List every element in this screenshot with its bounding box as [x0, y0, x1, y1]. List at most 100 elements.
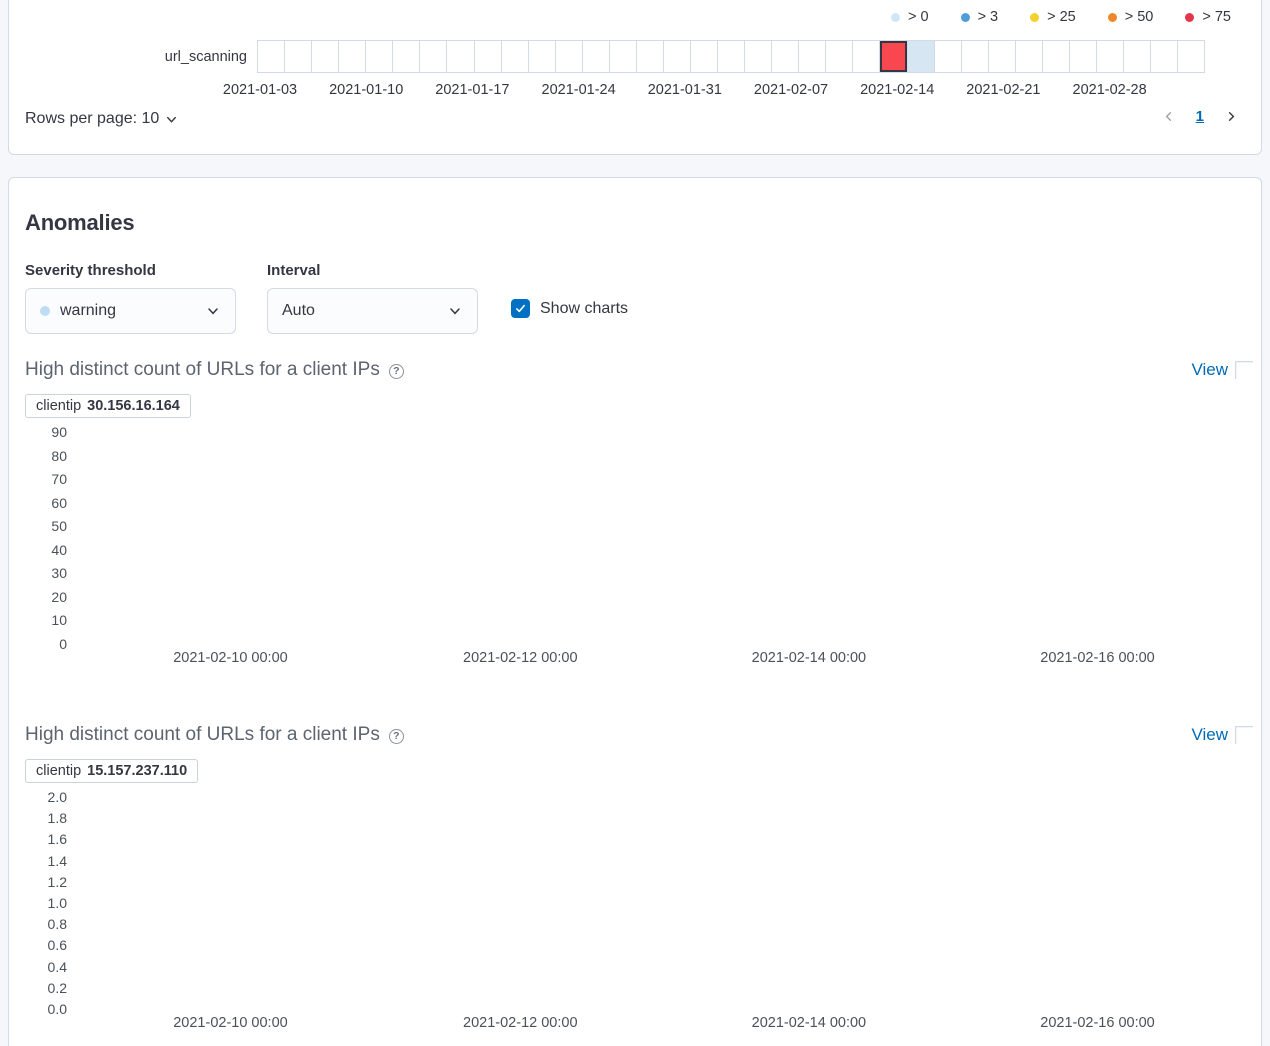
swimlane-cell[interactable]: [393, 41, 421, 72]
swimlane-cell[interactable]: [637, 41, 664, 72]
severity-threshold-select[interactable]: warning: [25, 288, 236, 334]
swimlane-cell[interactable]: [1043, 41, 1070, 72]
line-chart-icon: [1235, 361, 1253, 379]
interval-select[interactable]: Auto: [267, 288, 478, 334]
view-link[interactable]: View: [1191, 360, 1253, 380]
swimlane-cell[interactable]: [989, 41, 1016, 72]
swimlane-cell[interactable]: [962, 41, 989, 72]
swimlane-date-label: 2021-02-07: [753, 82, 829, 98]
swimlane-cell[interactable]: [447, 41, 475, 72]
y-axis-tick-label: 60: [51, 494, 67, 511]
view-link[interactable]: View: [1191, 725, 1253, 745]
y-axis-tick-label: 0.0: [47, 1001, 67, 1017]
x-axis-tick-label: 2021-02-10 00:00: [173, 1015, 288, 1031]
y-axis-tick-label: 10: [51, 612, 67, 629]
entity-badge: clientip 30.156.16.164: [25, 394, 191, 418]
anomalies-title: Anomalies: [25, 210, 135, 235]
x-axis-tick-label: 2021-02-12 00:00: [463, 1015, 578, 1031]
swimlane-cell[interactable]: [610, 41, 637, 72]
anomaly-scatter-plot[interactable]: [75, 432, 1253, 644]
x-axis-tick-label: 2021-02-14 00:00: [751, 650, 867, 666]
swimlane-cell[interactable]: [1178, 41, 1204, 72]
swimlane-cell[interactable]: [907, 41, 935, 72]
y-axis-tick-label: 80: [51, 447, 67, 464]
y-axis: 90 80 70 60 50 40 30 20 10 0: [25, 424, 67, 652]
swimlane-cell[interactable]: [826, 41, 854, 72]
severity-threshold-label: Severity threshold: [25, 262, 156, 279]
swimlane-cell[interactable]: [556, 41, 583, 72]
swimlane-cell[interactable]: [880, 41, 908, 72]
swimlane-cell[interactable]: [745, 41, 773, 72]
swimlane-cell[interactable]: [718, 41, 746, 72]
x-axis-tick-label: 2021-02-14 00:00: [751, 1015, 867, 1031]
help-tooltip-icon[interactable]: ?: [388, 363, 404, 379]
entity-badge: clientip 15.157.237.110: [25, 759, 199, 783]
severity-dot-icon: [891, 12, 900, 22]
swimlane-cell[interactable]: [583, 41, 610, 72]
page-number-button[interactable]: 1: [1195, 108, 1204, 125]
swimlane-cell[interactable]: [1124, 41, 1152, 72]
swimlane-cell[interactable]: [935, 41, 962, 72]
swimlane-cell[interactable]: [529, 41, 556, 72]
legend-item: > 50: [1107, 9, 1154, 25]
swimlane-cell[interactable]: [1070, 41, 1097, 72]
severity-threshold-value: warning: [60, 302, 117, 319]
legend-label: > 25: [1047, 9, 1076, 25]
line-chart-icon: [1235, 726, 1253, 744]
severity-dot-icon: [1030, 12, 1040, 22]
y-axis-tick-label: 50: [51, 518, 67, 535]
chart-title: High distinct count of URLs for a client…: [25, 724, 380, 745]
warning-severity-dot-icon: [40, 306, 50, 316]
swimlane-cell[interactable]: [475, 41, 502, 72]
swimlane-cell[interactable]: [339, 41, 367, 72]
swimlane-date-label: 2021-01-10: [329, 82, 404, 98]
severity-dot-icon: [960, 12, 970, 22]
swimlane-cell[interactable]: [1016, 41, 1043, 72]
interval-value: Auto: [282, 302, 315, 319]
anomaly-chart-block: High distinct count of URLs for a client…: [25, 358, 1253, 670]
show-charts-checkbox-row[interactable]: Show charts: [511, 299, 628, 318]
help-tooltip-icon[interactable]: ?: [388, 728, 404, 744]
swimlane-cell[interactable]: [312, 41, 340, 72]
legend-item: > 0: [891, 9, 929, 25]
anomalies-panel: Anomalies Severity threshold Interval wa…: [8, 177, 1262, 1046]
show-charts-label: Show charts: [540, 299, 629, 317]
legend-label: > 75: [1202, 9, 1231, 25]
swimlane-cell[interactable]: [853, 41, 881, 72]
x-axis-tick-label: 2021-02-16 00:00: [1040, 650, 1155, 666]
y-axis-tick-label: 0.4: [47, 958, 67, 975]
swimlane-cell[interactable]: [420, 41, 448, 72]
swimlane-date-label: 2021-02-14: [860, 82, 935, 98]
y-axis-tick-label: 1.0: [47, 895, 67, 911]
next-page-button[interactable]: [1224, 109, 1239, 124]
legend-label: > 3: [977, 9, 999, 25]
y-axis-tick-label: 1.2: [47, 873, 67, 890]
rows-per-page-dropdown[interactable]: Rows per page: 10: [25, 110, 179, 128]
swimlane-cell[interactable]: [691, 41, 719, 72]
y-axis-tick-label: 1.4: [47, 852, 67, 869]
swimlane-cell[interactable]: [799, 41, 827, 72]
swimlane-date-label: 2021-01-17: [435, 82, 510, 98]
swimlane-cell[interactable]: [258, 41, 286, 72]
swimlane-cell[interactable]: [772, 41, 800, 72]
chevron-down-icon: [164, 112, 179, 127]
swimlane-cell[interactable]: [1151, 41, 1179, 72]
swimlane-cell[interactable]: [502, 41, 529, 72]
swimlane-cell[interactable]: [664, 41, 691, 72]
legend-label: > 50: [1124, 9, 1154, 25]
y-axis-tick-label: 40: [51, 541, 67, 558]
previous-page-button[interactable]: [1161, 109, 1176, 124]
swimlane[interactable]: [257, 40, 1205, 73]
swimlane-cell[interactable]: [1097, 41, 1124, 72]
y-axis-tick-label: 1.8: [47, 810, 67, 827]
x-axis: 2021-02-10 00:00 2021-02-12 00:00 2021-02-…: [75, 1015, 1253, 1035]
checkbox-checked-icon[interactable]: [511, 299, 530, 318]
legend-label: > 0: [908, 9, 929, 25]
y-axis-tick-label: 0.6: [47, 937, 67, 954]
legend-item: > 25: [1030, 9, 1076, 25]
swimlane-cell[interactable]: [285, 41, 313, 72]
swimlane-cell[interactable]: [366, 41, 394, 72]
anomaly-scatter-plot[interactable]: [75, 797, 1253, 1009]
severity-legend: > 0 > 3 > 25 > 50 > 75: [891, 9, 1231, 25]
legend-item: > 75: [1185, 9, 1231, 25]
